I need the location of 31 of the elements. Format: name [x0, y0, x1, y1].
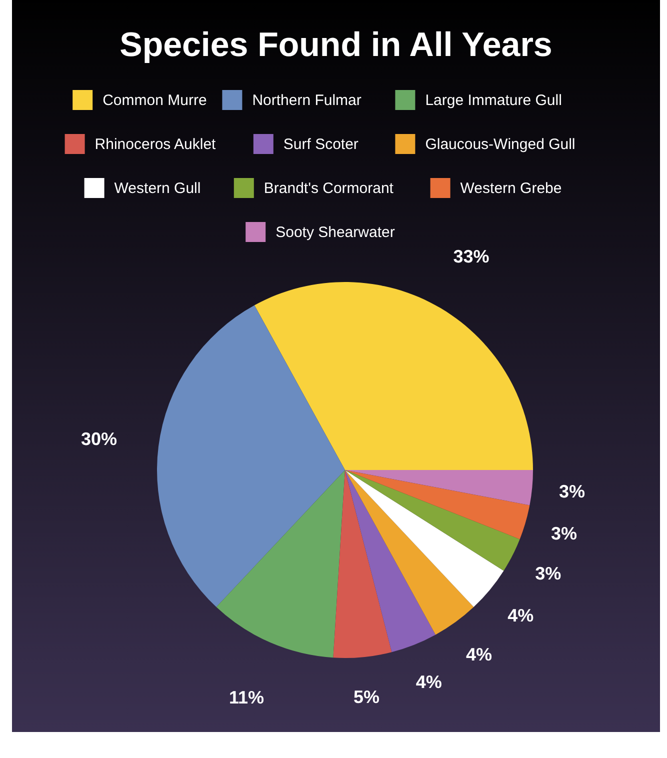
legend-label: Brandt's Cormorant — [264, 180, 394, 197]
data-label: 30% — [80, 428, 117, 449]
data-label: 5% — [353, 686, 380, 707]
legend-label: Western Gull — [114, 180, 201, 197]
data-label: 11% — [228, 688, 264, 708]
legend-label: Common Murre — [102, 92, 207, 109]
data-label: 3% — [550, 524, 577, 544]
data-label: 4% — [466, 644, 492, 664]
data-label: 4% — [416, 672, 442, 692]
legend-label: Surf Scoter — [283, 136, 358, 153]
legend-label: Rhinoceros Auklet — [94, 136, 217, 153]
data-label: 33% — [453, 246, 490, 267]
pie-slice — [157, 305, 345, 608]
data-label: 3% — [535, 564, 562, 584]
data-label: 4% — [508, 605, 534, 626]
pie-slice — [254, 282, 533, 470]
pie-slice — [345, 470, 533, 506]
chart-title: Species Found in All Years — [120, 26, 552, 64]
pie-slice — [333, 470, 392, 658]
pie-slice — [345, 470, 530, 540]
pie-slice — [345, 470, 474, 635]
pie-slice — [345, 470, 520, 571]
pie-slice — [216, 470, 345, 658]
legend-label: Large Immature Gull — [425, 92, 562, 109]
pie-slice — [345, 470, 436, 652]
legend-label: Northern Fulmar — [252, 92, 362, 109]
legend-label: Western Grebe — [460, 180, 562, 197]
legend-label: Sooty Shearwater — [276, 224, 395, 241]
data-label: 3% — [558, 481, 585, 502]
pie-slice — [345, 470, 504, 608]
legend-label: Glaucous-Winged Gull — [425, 136, 576, 153]
